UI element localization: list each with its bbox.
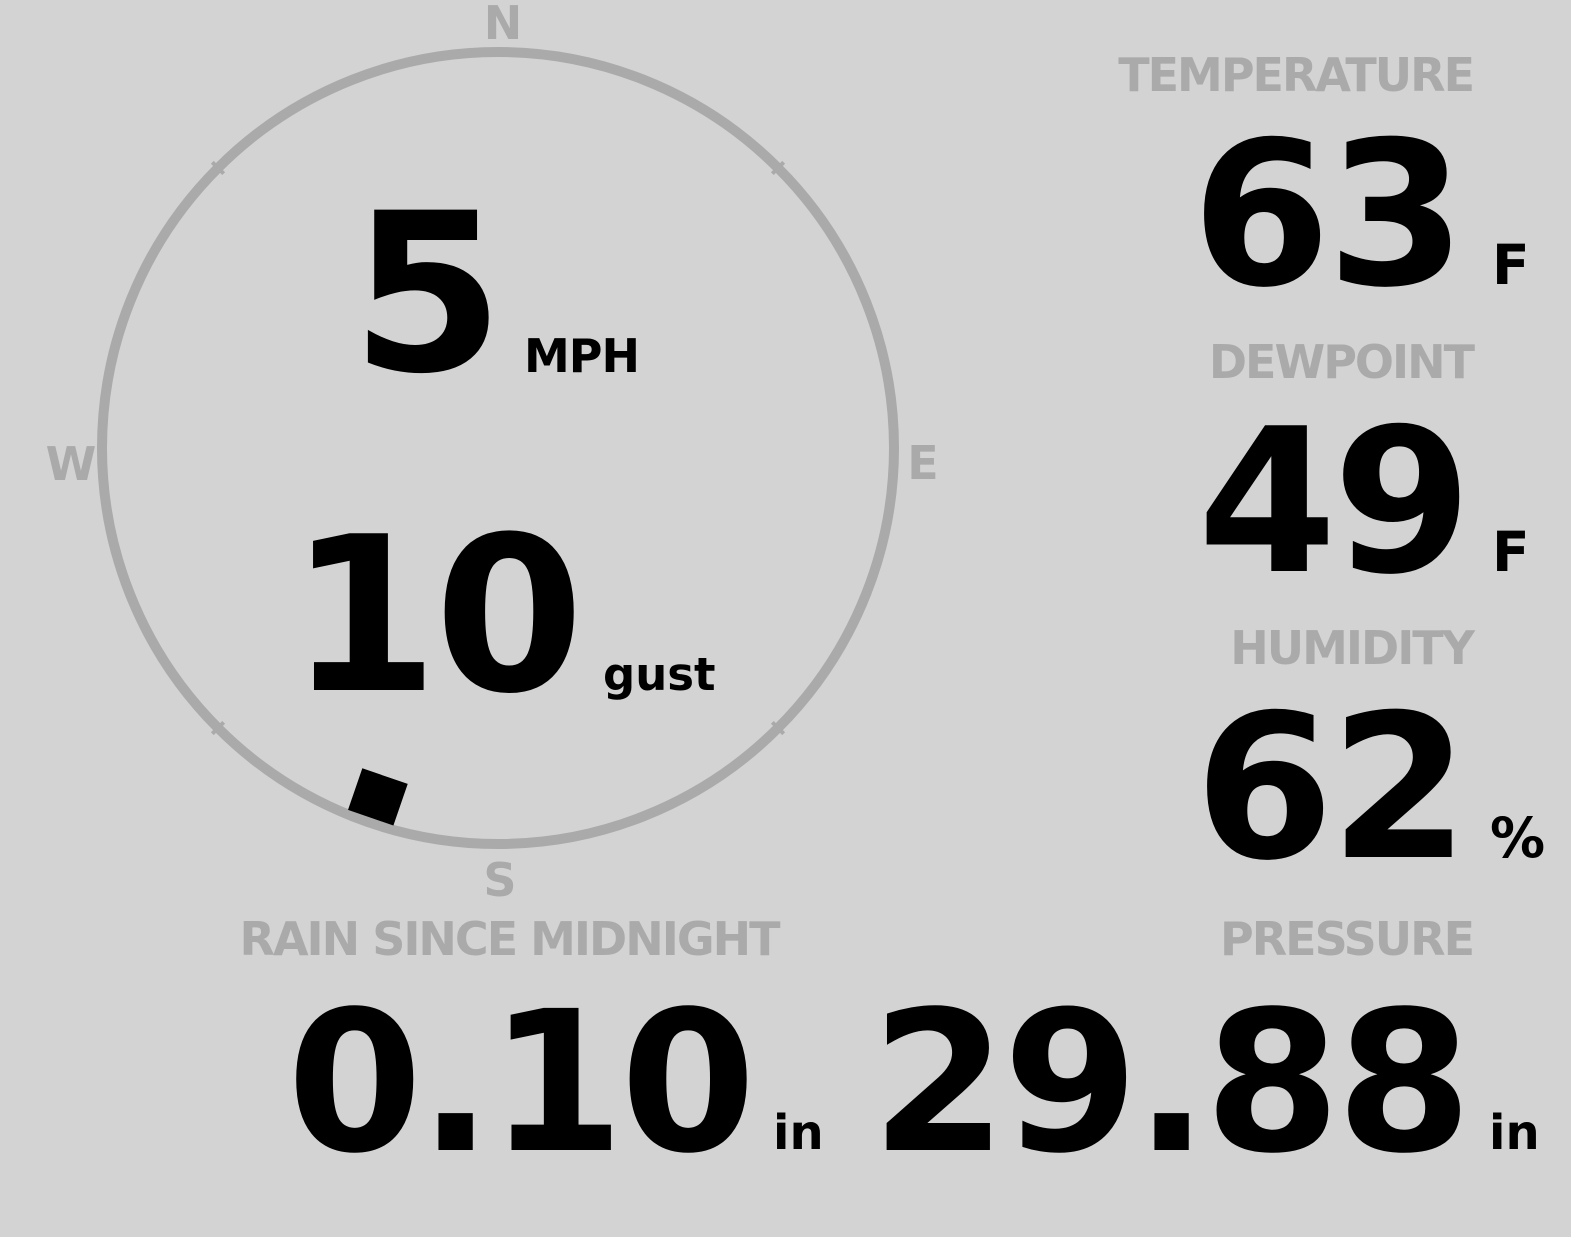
humidity-label: HUMIDITY [1230, 621, 1475, 675]
pressure-unit: in [1489, 1105, 1540, 1161]
temperature-label: TEMPERATURE [1118, 48, 1475, 102]
rain-unit: in [773, 1105, 824, 1161]
compass-tick [210, 720, 226, 736]
dewpoint-label: DEWPOINT [1208, 335, 1475, 389]
dewpoint-value: 49 [1197, 386, 1472, 619]
compass-west: W [45, 437, 97, 491]
rain-value: 0.10 [286, 969, 756, 1196]
compass-east: E [907, 436, 938, 490]
compass-tick [210, 160, 226, 176]
wind-speed-value: 5 [350, 166, 504, 422]
dewpoint-unit: F [1492, 520, 1530, 584]
compass-tick [770, 160, 786, 176]
pressure-label: PRESSURE [1220, 912, 1475, 966]
compass-tick [770, 720, 786, 736]
wind-gust-label: gust [603, 648, 716, 701]
humidity-unit: % [1490, 806, 1545, 870]
temperature-value: 63 [1191, 99, 1466, 332]
compass-north: N [483, 0, 522, 50]
wind-speed-unit: MPH [524, 329, 640, 383]
temperature-unit: F [1492, 233, 1530, 297]
compass-south: S [483, 853, 516, 907]
pressure-value: 29.88 [871, 969, 1472, 1196]
rain-label: RAIN SINCE MIDNIGHT [239, 912, 781, 966]
wind-direction-marker [348, 768, 408, 826]
wind-gust-value: 10 [288, 490, 584, 741]
compass-ring [97, 47, 899, 849]
humidity-value: 62 [1194, 672, 1469, 905]
